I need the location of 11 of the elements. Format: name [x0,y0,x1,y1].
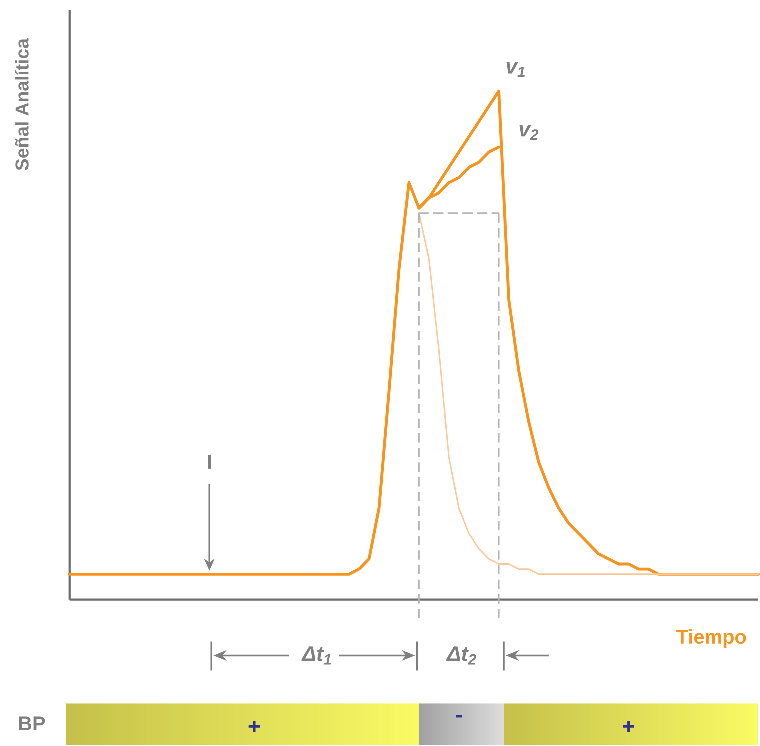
annotation: v$_{2}$ [520,126,539,140]
text: + [248,721,260,733]
text: BP [19,716,46,731]
text: Tiempo [676,630,746,648]
text: - [456,715,462,718]
text: Señal Analítica [15,38,29,171]
annotation: I [208,455,212,470]
text: Δt$_{1}$ [302,646,332,665]
text: v$_{1}$ [506,62,525,78]
text: + [623,721,634,733]
text: Δt$_{2}$ [446,646,476,665]
